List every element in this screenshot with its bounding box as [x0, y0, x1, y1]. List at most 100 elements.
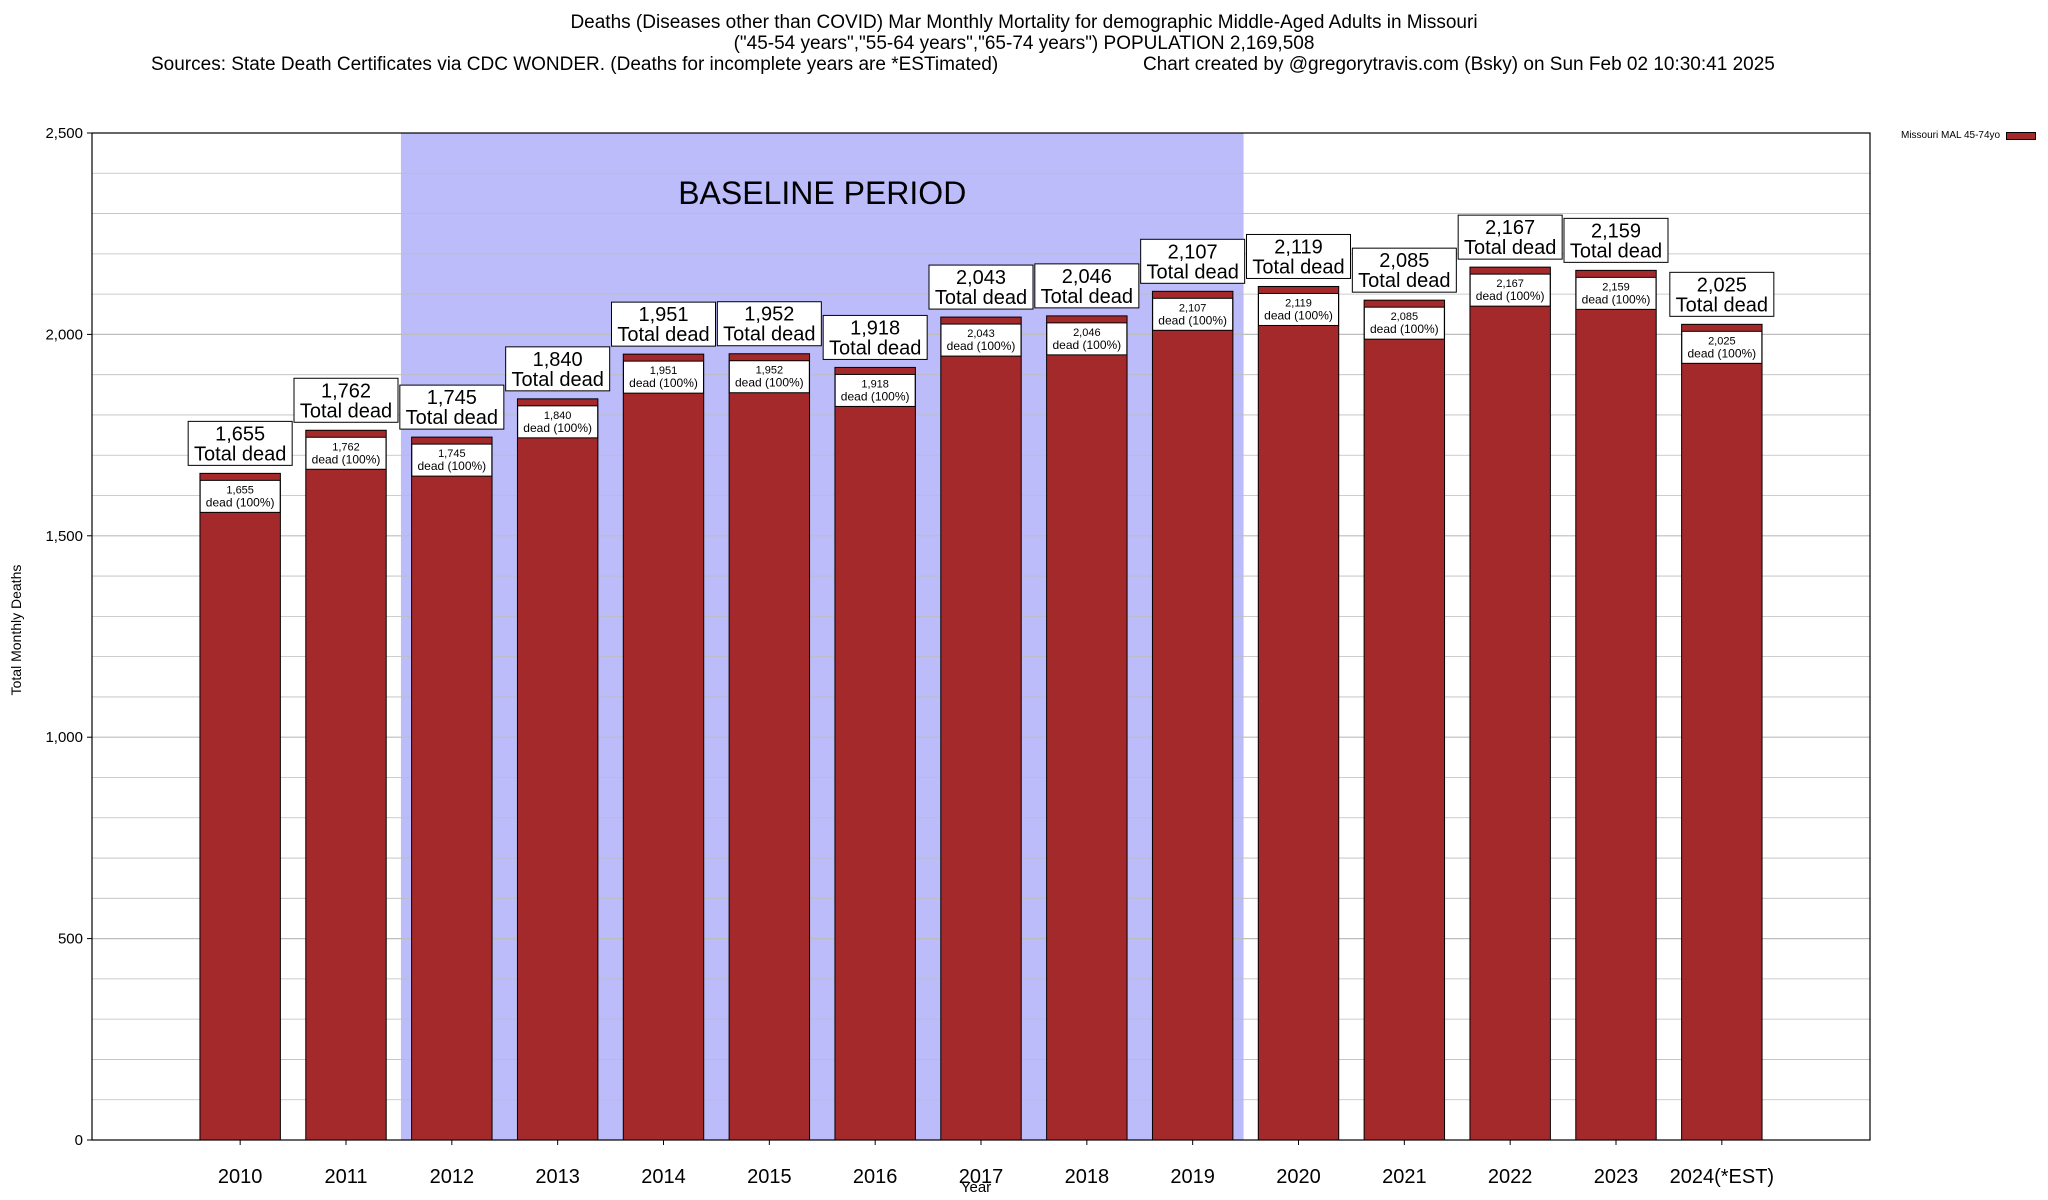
- bar-total-caption: Total dead: [1252, 256, 1344, 278]
- bar-total-caption: Total dead: [617, 324, 709, 346]
- x-tick-label: 2019: [1170, 1166, 1215, 1188]
- bar-value-label: 1,951: [638, 304, 688, 326]
- x-tick-label: 2021: [1382, 1166, 1427, 1188]
- y-tick-label: 1,500: [45, 528, 83, 545]
- bar: [1151, 290, 1234, 1141]
- x-tick-label: 2023: [1594, 1166, 1639, 1188]
- bar-inner-value: 2,119: [1285, 297, 1312, 309]
- bar-value-label: 2,085: [1379, 250, 1429, 272]
- bar-outer-label-box: [505, 346, 611, 392]
- bar-inner-value: 1,745: [438, 448, 466, 460]
- bar-inner-caption: dead (100%): [1582, 292, 1651, 306]
- bar-total-caption: Total dead: [1358, 270, 1450, 292]
- bar-total-caption: Total dead: [1147, 261, 1239, 283]
- bar-outer-label-box: [1351, 247, 1457, 293]
- chart-title-block: Deaths (Diseases other than COVID) Mar M…: [0, 12, 2048, 75]
- bar-outer-label-box: [1457, 214, 1563, 260]
- bar-outer-label-box: [1669, 271, 1775, 317]
- bar-outer-label-box: [928, 264, 1034, 310]
- bar-value-label: 1,840: [533, 349, 583, 371]
- bar-inner-caption: dead (100%): [735, 376, 804, 390]
- bar-total-caption: Total dead: [194, 443, 286, 465]
- bar-total-caption: Total dead: [406, 407, 498, 429]
- bar-inner-label-box: [517, 405, 599, 439]
- y-tick-label: 2,000: [45, 326, 83, 343]
- y-tick-label: 1,000: [45, 729, 83, 746]
- bar-outer-label-box: [1034, 263, 1140, 309]
- x-tick-label: 2011: [324, 1166, 367, 1188]
- bar-inner-value: 2,159: [1602, 281, 1630, 293]
- bar-value-label: 2,107: [1168, 241, 1218, 263]
- bar-inner-value: 2,046: [1073, 327, 1101, 339]
- bar-value-label: 2,167: [1485, 217, 1535, 239]
- bar: [728, 353, 811, 1141]
- bar-inner-value: 2,043: [967, 328, 995, 340]
- bar-outer-label-box: [1140, 238, 1246, 284]
- legend-label: Missouri MAL 45-74yo: [1901, 130, 2001, 141]
- bar-inner-value: 2,025: [1708, 335, 1736, 347]
- bar-inner-value: 1,918: [861, 378, 889, 390]
- bar-inner-value: 2,107: [1179, 302, 1207, 314]
- x-tick-label: 2016: [853, 1166, 898, 1188]
- bar-inner-caption: dead (100%): [841, 389, 910, 403]
- bar: [834, 366, 916, 1141]
- bar-inner-caption: dead (100%): [1158, 313, 1227, 327]
- bar-inner-caption: dead (100%): [312, 452, 381, 466]
- y-tick-label: 500: [58, 931, 83, 948]
- sources-text: Sources: State Death Certificates via CD…: [151, 54, 999, 75]
- bar: [1469, 266, 1551, 1141]
- bar-inner-value: 1,655: [226, 484, 254, 496]
- bar: [1046, 315, 1128, 1141]
- x-tick-label: 2018: [1065, 1166, 1110, 1188]
- bar-inner-value: 1,952: [756, 365, 784, 377]
- bar-total-caption: Total dead: [723, 324, 815, 346]
- bar-total-caption: Total dead: [829, 337, 921, 359]
- bar: [940, 316, 1022, 1141]
- bar-inner-value: 1,951: [650, 365, 678, 377]
- bar-total-caption: Total dead: [935, 287, 1027, 309]
- x-tick-label: 2020: [1276, 1166, 1321, 1188]
- bar-total-caption: Total dead: [1570, 240, 1662, 262]
- bar-total-caption: Total dead: [1041, 286, 1133, 308]
- bar-inner-caption: dead (100%): [1264, 308, 1333, 322]
- bar-inner-label-box: [940, 323, 1022, 357]
- x-tick-label: 2013: [535, 1166, 580, 1188]
- bar: [305, 429, 387, 1141]
- bar-inner-caption: dead (100%): [947, 339, 1016, 353]
- bar-outer-label-box: [716, 301, 822, 347]
- x-tick-label: 2012: [430, 1166, 475, 1188]
- bar-inner-value: 2,167: [1496, 278, 1524, 290]
- bar: [622, 353, 705, 1141]
- bar-inner-caption: dead (100%): [1052, 338, 1121, 352]
- bar: [1681, 323, 1763, 1141]
- bar-inner-label-box: [1469, 273, 1551, 307]
- legend: Missouri MAL 45-74yo: [1901, 130, 2037, 141]
- bar-value-label: 2,043: [956, 267, 1006, 289]
- bar-outer-label-box: [822, 314, 928, 360]
- bar: [1257, 285, 1340, 1141]
- x-tick-label: 2022: [1488, 1166, 1533, 1188]
- bar-outer-label-box: [187, 420, 293, 466]
- bar-outer-label-box: [611, 301, 716, 347]
- bar-inner-label-box: [1046, 322, 1128, 356]
- bar-value-label: 1,655: [215, 423, 265, 445]
- bar-total-caption: Total dead: [1676, 294, 1768, 316]
- legend-swatch: [2006, 131, 2037, 140]
- bar: [199, 472, 281, 1141]
- bar-outer-label-box: [293, 377, 399, 423]
- bar-value-label: 2,119: [1274, 236, 1323, 258]
- bar-inner-label-box: [834, 373, 916, 407]
- bar-inner-label-box: [1681, 330, 1763, 364]
- x-tick-label: 2014: [641, 1166, 686, 1188]
- x-axis-label: Year: [961, 1179, 991, 1196]
- bar-inner-label-box: [623, 360, 704, 394]
- bar-value-label: 1,745: [427, 387, 477, 409]
- chart-subtitle: ("45-54 years","55-64 years","65-74 year…: [733, 33, 1315, 54]
- bar-inner-caption: dead (100%): [206, 495, 275, 509]
- bar-inner-value: 2,085: [1391, 311, 1419, 323]
- bar-total-caption: Total dead: [300, 400, 392, 422]
- x-tick-label: 2024(*EST): [1670, 1166, 1775, 1188]
- bar-total-caption: Total dead: [1464, 237, 1556, 259]
- bar-inner-label-box: [199, 479, 281, 513]
- bar: [1575, 269, 1657, 1141]
